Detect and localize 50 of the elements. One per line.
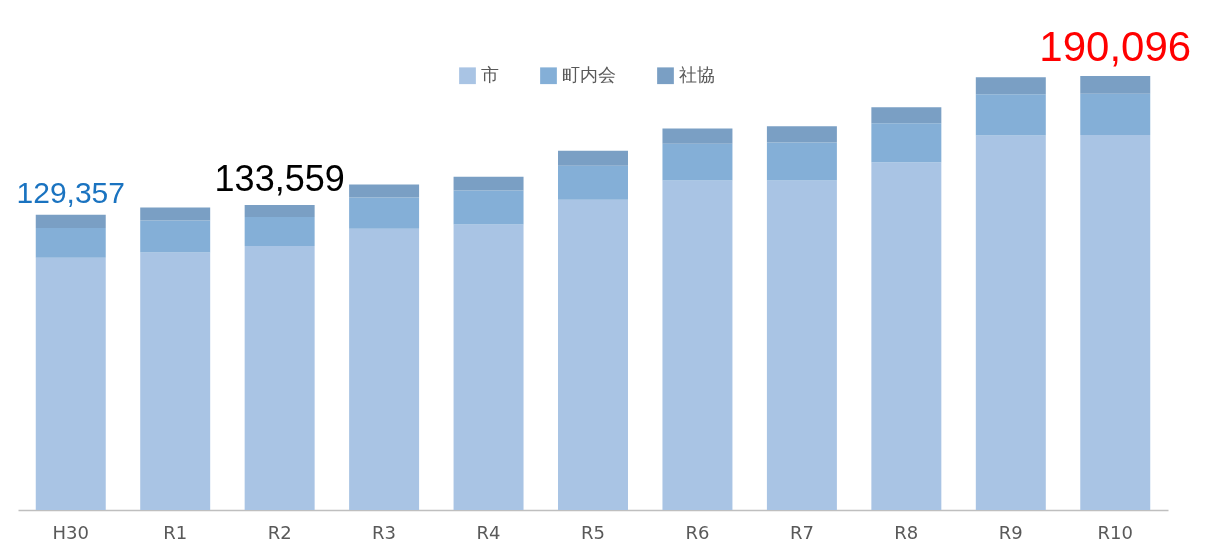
x-tick-label: R8: [894, 521, 919, 543]
annotation: 129,357: [16, 175, 125, 209]
legend-label: 町内会: [562, 63, 616, 85]
bar: [244, 217, 315, 247]
bar: [244, 204, 315, 218]
bar: [453, 224, 524, 510]
bar: [1080, 135, 1151, 510]
bar: [349, 197, 420, 229]
annotation: 133,559: [214, 157, 345, 199]
bar: [975, 135, 1046, 510]
bar: [558, 199, 628, 510]
annotation: 190,096: [1039, 22, 1192, 70]
bar: [349, 184, 420, 198]
bar: [975, 94, 1046, 136]
x-tick-label: R10: [1097, 521, 1133, 543]
bar: [766, 126, 837, 143]
bar: [558, 165, 628, 200]
bar: [244, 246, 315, 510]
bar: [871, 162, 942, 510]
bar: [140, 207, 211, 221]
bar: [662, 180, 733, 510]
bar: [1080, 93, 1151, 135]
bar: [453, 176, 524, 191]
x-tick-label: R9: [998, 521, 1023, 543]
bar: [35, 257, 106, 510]
bar: [35, 227, 106, 258]
x-tick-label: R2: [267, 521, 292, 543]
legend-label: 社協: [679, 63, 715, 85]
bar: [140, 252, 211, 510]
legend-label: 市: [481, 63, 499, 85]
x-tick-label: R5: [581, 521, 605, 543]
bar: [349, 228, 420, 510]
bar: [662, 143, 733, 181]
x-tick-label: R7: [789, 521, 814, 543]
bar: [975, 77, 1046, 95]
x-tick-label: R3: [372, 521, 397, 543]
bar: [766, 180, 837, 510]
x-tick-label: R1: [163, 521, 188, 543]
x-tick-label: R4: [476, 521, 501, 543]
x-tick-label: H30: [52, 521, 89, 543]
bar: [140, 220, 211, 253]
x-tick-label: R6: [685, 521, 710, 543]
bar: [35, 214, 106, 228]
bar: [453, 190, 524, 225]
bar: [662, 128, 733, 144]
bar: [1080, 75, 1151, 94]
bar: [871, 107, 942, 124]
bar: [766, 142, 837, 181]
bar: [871, 123, 942, 163]
bar: [558, 150, 628, 166]
